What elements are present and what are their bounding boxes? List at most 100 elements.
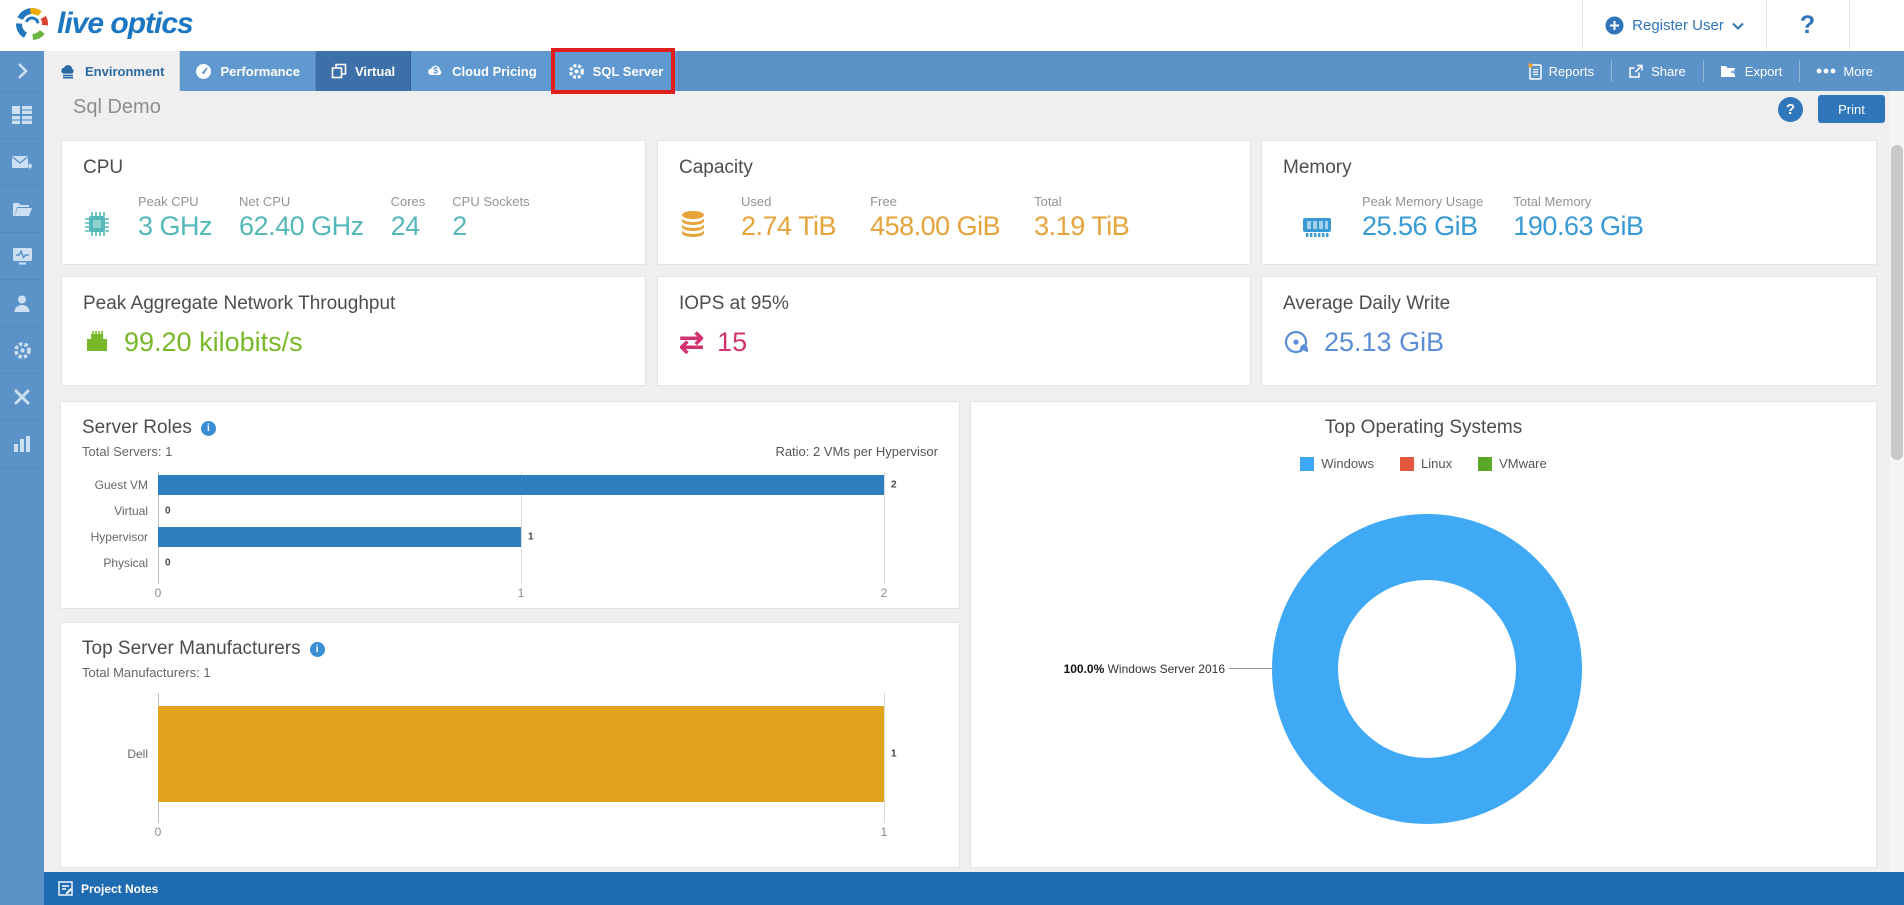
legend-item-windows[interactable]: Windows [1300, 456, 1374, 471]
legend-label: Linux [1420, 456, 1453, 471]
metric-peak-cpu: Peak CPU 3 GHz [138, 194, 213, 241]
gridline [521, 472, 522, 584]
tab-environment[interactable]: Environment [44, 51, 181, 91]
axis-tick-label: 2 [880, 586, 888, 600]
daily-write-value: 25.13 GiB [1324, 327, 1445, 357]
card-title: Average Daily Write [1283, 293, 1451, 314]
database-icon [679, 210, 707, 238]
gridline [884, 472, 885, 584]
tab-label: Performance [220, 63, 300, 79]
ram-icon [1302, 216, 1332, 238]
legend-swatch [1399, 456, 1414, 471]
sidebar-item-users[interactable] [0, 280, 44, 327]
live-optics-logo[interactable]: live optics [14, 6, 194, 42]
export-button[interactable]: Export [1702, 51, 1800, 91]
legend-swatch [1300, 456, 1315, 471]
metric-cpu-sockets: CPU Sockets 2 [452, 194, 530, 241]
cloud-dollar-icon: $ [426, 63, 444, 79]
tab-sql-server[interactable]: SQL Server [552, 51, 680, 91]
legend-swatch [1478, 456, 1493, 471]
project-notes-label: Project Notes [81, 881, 159, 896]
chevron-right-icon [17, 62, 28, 80]
reports-button[interactable]: Reports [1511, 51, 1612, 91]
ellipsis-icon [1816, 68, 1836, 74]
topbar-divider [1766, 0, 1767, 51]
chevron-down-icon [1732, 22, 1744, 30]
category-label: Dell [127, 747, 148, 761]
server-roles-card: Server Roles i Total Servers: 1 Ratio: 2… [61, 402, 959, 608]
tab-virtual[interactable]: Virtual [315, 51, 412, 91]
sidebar-item-files[interactable] [0, 186, 44, 233]
legend-label: VMware [1499, 456, 1547, 471]
bar [158, 527, 521, 547]
ethernet-icon [83, 330, 111, 355]
sidebar-item-dashboard[interactable] [0, 92, 44, 139]
tab-performance[interactable]: Performance [180, 51, 316, 91]
tab-cloud-pricing[interactable]: $ Cloud Pricing [411, 51, 553, 91]
donut-callout-label: 100.0% Windows Server 2016 [1063, 662, 1225, 676]
category-label: Physical [103, 556, 148, 570]
scrollbar-track [1890, 91, 1904, 905]
share-button[interactable]: Share [1611, 51, 1703, 91]
project-notes-bar[interactable]: Project Notes [44, 872, 1904, 905]
gear-icon [13, 341, 32, 360]
ratio-label: Ratio: 2 VMs per Hypervisor [775, 444, 938, 459]
scrollbar-thumb[interactable] [1891, 145, 1903, 460]
daily-write-card: Average Daily Write 25.13 GiB [1262, 277, 1876, 385]
bar-row-physical: Physical 0 [103, 550, 884, 576]
action-label: Export [1744, 63, 1783, 79]
cpu-chip-icon [83, 210, 111, 238]
network-card: Peak Aggregate Network Throughput 99.20 … [62, 277, 645, 385]
value-label: 1 [528, 531, 534, 543]
help-button[interactable]: ? [1766, 0, 1849, 51]
capacity-card: Capacity Used 2.74 TiB Free 458.00 GiB T… [658, 141, 1250, 264]
live-optics-logo-icon [14, 6, 50, 42]
gauge-icon [195, 63, 212, 80]
tab-label: Environment [85, 63, 165, 79]
value-label: 0 [165, 505, 171, 517]
tools-icon [13, 388, 31, 406]
export-folder-icon [1720, 64, 1738, 78]
live-optics-logo-text: live optics [57, 7, 194, 40]
donut-callout-line [1229, 668, 1273, 669]
mail-send-icon [12, 155, 32, 170]
folder-open-icon [12, 202, 32, 217]
axis-tick-label: 1 [517, 586, 525, 600]
x-axis: 0 1 2 [155, 584, 888, 602]
user-icon [14, 295, 30, 312]
sidebar-item-charts[interactable] [0, 421, 44, 468]
legend-label: Windows [1321, 456, 1374, 471]
category-label: Hypervisor [90, 530, 148, 544]
sidebar-expand-button[interactable] [0, 51, 44, 92]
sidebar-item-settings[interactable] [0, 327, 44, 374]
virtual-windows-icon [331, 63, 347, 79]
plus-circle-icon [1605, 16, 1624, 35]
legend-item-linux[interactable]: Linux [1399, 456, 1453, 471]
metric-cores: Cores 24 [390, 194, 426, 241]
info-icon[interactable]: i [200, 420, 216, 436]
sidebar-item-tools[interactable] [0, 374, 44, 421]
metric-total-memory: Total Memory 190.63 GiB [1513, 194, 1644, 241]
metric-total: Total 3.19 TiB [1034, 194, 1130, 241]
value-label: 1 [891, 748, 897, 760]
metric-used: Used 2.74 TiB [741, 194, 837, 241]
action-label: Share [1651, 63, 1686, 79]
legend-item-vmware[interactable]: VMware [1478, 456, 1547, 471]
chart-title: Top Server Manufacturers [82, 638, 301, 659]
sidebar-item-mail[interactable] [0, 139, 44, 186]
info-icon[interactable]: i [309, 641, 325, 657]
card-title: IOPS at 95% [679, 293, 789, 314]
register-user-button[interactable]: Register User [1583, 0, 1766, 51]
page-help-button[interactable]: ? [1778, 97, 1803, 122]
help-label: ? [1799, 11, 1816, 39]
sidebar-item-monitor[interactable] [0, 233, 44, 280]
cloud-icon [59, 64, 77, 79]
print-button[interactable]: Print [1818, 95, 1885, 123]
card-title: Capacity [679, 157, 753, 178]
iops-value: 15 [717, 327, 748, 357]
os-legend: Windows Linux VMware [971, 456, 1876, 471]
svg-text:$: $ [433, 66, 438, 76]
more-button[interactable]: More [1799, 51, 1890, 91]
report-file-icon [1527, 62, 1542, 80]
